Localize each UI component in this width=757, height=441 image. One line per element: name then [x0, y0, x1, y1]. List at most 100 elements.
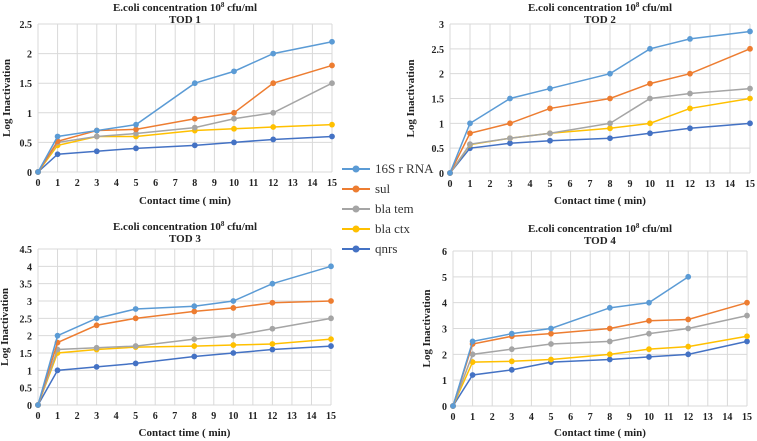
- data-point: [231, 115, 237, 122]
- series-line: [37, 345, 332, 406]
- data-point: [507, 135, 513, 142]
- data-point: [270, 109, 277, 116]
- x-tick-label: 10: [645, 179, 655, 190]
- x-tick-label: 3: [508, 179, 513, 190]
- data-point: [54, 367, 61, 374]
- y-tick-label: 1: [442, 376, 447, 387]
- data-point: [606, 356, 613, 363]
- x-tick-label: 4: [114, 411, 119, 422]
- data-point: [685, 273, 692, 280]
- data-point: [269, 280, 276, 287]
- y-tick-label: 4: [442, 299, 447, 310]
- chart-title-main: E.coli concentration 10: [113, 221, 221, 233]
- x-tick-label: 2: [488, 179, 493, 190]
- data-point: [547, 85, 553, 92]
- data-point: [548, 330, 554, 337]
- legend-item: sul: [342, 181, 391, 196]
- y-tick-label: 3.5: [20, 280, 33, 291]
- data-point: [54, 151, 61, 158]
- x-tick-label: 6: [153, 411, 158, 422]
- x-tick-label: 4: [528, 179, 533, 190]
- data-point: [469, 338, 476, 345]
- y-tick-label: 0: [442, 402, 447, 413]
- x-tick-label: 9: [628, 179, 633, 190]
- chart-panel-tod-2: 0 1 2 3 4 5 6 7 8 9 10 11 12 13 14 1500.511.522.53E.col…: [405, 1, 755, 207]
- legend-swatch-marker: [352, 245, 360, 253]
- data-point: [328, 343, 334, 349]
- y-tick-label: 0: [27, 168, 32, 179]
- x-tick-label: 15: [742, 412, 752, 423]
- data-point: [467, 141, 473, 148]
- data-point: [191, 353, 198, 360]
- data-point: [607, 135, 613, 142]
- y-tick-label: 2.5: [432, 45, 445, 56]
- x-tick-label: 10: [229, 178, 239, 189]
- data-point: [508, 358, 515, 365]
- data-point: [231, 109, 237, 116]
- x-tick-label: 12: [268, 178, 278, 189]
- y-tick-label: 1.5: [20, 79, 33, 90]
- data-point: [132, 315, 139, 322]
- chart-title-superscript: 8: [221, 1, 225, 9]
- data-point: [54, 332, 61, 339]
- data-point: [647, 95, 653, 102]
- data-point: [329, 38, 335, 45]
- series-line: [449, 97, 751, 174]
- data-point: [508, 330, 515, 337]
- y-tick-label: 2: [27, 50, 32, 61]
- x-tick-label: 0: [451, 412, 456, 423]
- data-point: [93, 133, 100, 140]
- x-tick-label: 6: [568, 412, 573, 423]
- y-axis-label: Log Inactivation: [0, 288, 11, 366]
- data-point: [744, 312, 750, 319]
- data-point: [230, 305, 237, 311]
- data-point: [191, 336, 198, 343]
- series-sul: [35, 62, 335, 175]
- data-point: [747, 85, 753, 92]
- x-axis-label: Contact time ( min): [554, 427, 646, 439]
- series-bla-tem: [35, 80, 335, 175]
- series-line: [37, 265, 332, 406]
- x-tick-label: 3: [509, 412, 514, 423]
- data-point: [328, 263, 334, 270]
- data-point: [647, 120, 653, 127]
- y-tick-label: 3: [442, 325, 447, 336]
- x-tick-label: 0: [448, 179, 453, 190]
- x-tick-label: 7: [588, 412, 593, 423]
- data-point: [606, 351, 613, 358]
- legend-item: qnrs: [342, 241, 397, 256]
- x-tick-label: 4: [529, 412, 534, 423]
- chart-subtitle: TOD 4: [584, 235, 616, 247]
- data-point: [606, 338, 613, 345]
- chart-subtitle: TOD 3: [169, 233, 201, 245]
- series-sul: [447, 45, 753, 176]
- x-tick-label: 1: [470, 412, 475, 423]
- data-point: [132, 360, 139, 367]
- y-tick-label: 2.5: [20, 314, 33, 325]
- data-point: [191, 142, 198, 149]
- series-line: [37, 135, 333, 173]
- y-axis-label: Log Inactivation: [405, 60, 417, 138]
- y-tick-label: 2.5: [20, 20, 33, 31]
- data-point: [54, 133, 61, 140]
- data-point: [93, 344, 100, 351]
- x-tick-label: 13: [287, 411, 297, 422]
- y-tick-label: 4.5: [20, 245, 33, 256]
- x-tick-label: 15: [745, 179, 755, 190]
- y-tick-label: 2: [27, 332, 32, 343]
- data-point: [747, 120, 753, 127]
- data-point: [231, 139, 237, 146]
- data-point: [93, 127, 100, 134]
- series-line: [37, 317, 332, 406]
- data-point: [507, 140, 513, 147]
- chart-title-superscript: 8: [636, 1, 640, 9]
- series-16s-r-rna: [450, 273, 692, 409]
- x-tick-label: 3: [94, 178, 99, 189]
- y-tick-label: 1.5: [432, 95, 445, 106]
- x-tick-label: 11: [664, 412, 673, 423]
- chart-title-main: E.coli concentration 10: [528, 2, 636, 14]
- data-point: [647, 45, 653, 52]
- y-axis-label: Log Inactivation: [1, 59, 13, 137]
- y-tick-label: 0.5: [20, 384, 33, 395]
- data-point: [507, 120, 513, 127]
